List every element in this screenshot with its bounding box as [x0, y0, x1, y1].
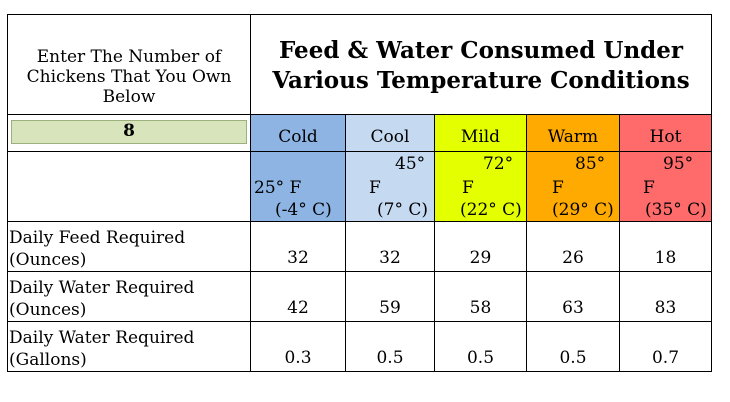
chicken-count-value: 8 [123, 121, 135, 141]
value-cell: 29 [434, 221, 527, 272]
prompt-cell: Enter The Number of Chickens That You Ow… [7, 14, 251, 115]
table-title-cell: Feed & Water Consumed Under Various Temp… [250, 14, 712, 115]
value-cell: 32 [345, 221, 435, 272]
value-cell: 59 [345, 271, 435, 322]
value-cell: 63 [526, 271, 620, 322]
value-cell: 26 [526, 221, 620, 272]
temperature-row-blank [7, 151, 251, 222]
temperature-hot: 95° F (35° C) [619, 151, 712, 222]
condition-warm: Warm [526, 114, 620, 152]
condition-cool: Cool [345, 114, 435, 152]
value-cell: 42 [250, 271, 346, 322]
temperature-cold: 25° F (-4° C) [250, 151, 346, 222]
value-cell: 0.3 [250, 321, 346, 372]
prompt-line-2: Chickens That You Own [26, 67, 232, 87]
temperature-warm: 85° F (29° C) [526, 151, 620, 222]
prompt-line-1: Enter The Number of [36, 47, 222, 67]
value-cell: 58 [434, 271, 527, 322]
temperature-mild: 72° F (22° C) [434, 151, 527, 222]
value-cell: 0.5 [434, 321, 527, 372]
row-label-daily-water-ounces: Daily Water Required (Ounces) [7, 271, 251, 322]
prompt-line-3: Below [102, 87, 156, 107]
value-cell: 0.7 [619, 321, 712, 372]
table-title-line-1: Feed & Water Consumed Under [278, 37, 684, 64]
value-cell: 0.5 [526, 321, 620, 372]
row-label-daily-feed-ounces: Daily Feed Required (Ounces) [7, 221, 251, 272]
value-cell: 32 [250, 221, 346, 272]
condition-mild: Mild [434, 114, 527, 152]
temperature-cool: 45° F (7° C) [345, 151, 435, 222]
chicken-count-input[interactable]: 8 [7, 114, 251, 152]
value-cell: 0.5 [345, 321, 435, 372]
table-title-line-2: Various Temperature Conditions [272, 67, 690, 94]
condition-cold: Cold [250, 114, 346, 152]
condition-hot: Hot [619, 114, 712, 152]
value-cell: 18 [619, 221, 712, 272]
row-label-daily-water-gallons: Daily Water Required (Gallons) [7, 321, 251, 372]
value-cell: 83 [619, 271, 712, 322]
